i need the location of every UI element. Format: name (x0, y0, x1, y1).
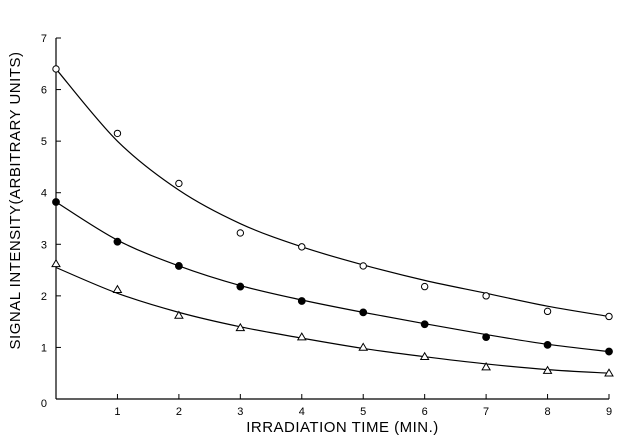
data-point-filled-circle (174, 262, 183, 270)
data-point-filled-circle (605, 347, 613, 356)
x-tick-label: 7 (483, 406, 489, 418)
fit-curve-2 (55, 201, 610, 353)
data-point-open-triangle (112, 284, 123, 293)
data-point-filled-circle (359, 308, 368, 317)
data-point-open-circle (543, 307, 552, 316)
data-point-open-circle (175, 179, 183, 188)
data-point-filled-circle (543, 340, 552, 349)
x-tick-label: 4 (299, 406, 305, 418)
y-tick-label: 4 (41, 188, 47, 200)
fit-curve-3 (55, 266, 610, 374)
y-tick-label: 6 (41, 85, 47, 97)
y-tick-label: 5 (41, 136, 47, 148)
data-point-filled-circle (482, 333, 491, 342)
y-axis-title: SIGNAL INTENSITY(ARBITRARY UNITS) (7, 52, 24, 350)
y-tick-label: 7 (41, 33, 47, 45)
data-point-filled-circle (113, 237, 122, 246)
data-point-open-circle (420, 282, 429, 291)
y-tick-label: 2 (41, 291, 47, 303)
data-point-open-circle (52, 65, 60, 73)
data-point-filled-circle (52, 198, 60, 206)
data-markers (51, 65, 614, 377)
data-point-filled-circle (420, 320, 429, 329)
x-axis-title: IRRADIATION TIME (MIN.) (246, 419, 439, 436)
x-tick-label: 8 (544, 406, 550, 418)
fit-curves (55, 68, 610, 374)
plot-axes (55, 38, 609, 400)
x-tick-label: 2 (176, 406, 182, 418)
data-point-open-triangle (235, 322, 246, 332)
x-tick-label: 9 (606, 406, 612, 418)
data-point-open-triangle (174, 310, 184, 319)
data-point-open-triangle (542, 365, 553, 374)
data-point-open-circle (236, 229, 245, 237)
data-point-open-triangle (296, 332, 307, 341)
data-point-open-triangle (604, 368, 614, 377)
x-tick-label: 1 (114, 406, 120, 418)
data-point-open-triangle (358, 342, 369, 351)
fit-curve-1 (55, 68, 610, 318)
data-point-open-circle (482, 292, 490, 300)
data-point-filled-circle (297, 297, 306, 305)
data-point-open-triangle (51, 258, 61, 268)
data-point-open-circle (113, 129, 122, 138)
y-tick-label: 3 (41, 239, 47, 251)
data-point-open-triangle (419, 351, 430, 361)
data-point-open-circle (298, 243, 306, 251)
x-tick-label: 5 (360, 406, 366, 418)
x-tick-label: 3 (237, 406, 243, 418)
data-point-filled-circle (236, 282, 245, 291)
data-point-open-circle (605, 312, 613, 321)
data-point-open-circle (359, 262, 367, 270)
axis-ticks: 1 2 3 4 5 6 7 8 9 1 2 3 4 5 6 7 0 (41, 33, 612, 418)
y-tick-label: 1 (41, 342, 47, 354)
data-point-open-triangle (481, 362, 491, 371)
x-tick-label: 6 (422, 406, 428, 418)
origin-label: 0 (41, 398, 47, 410)
